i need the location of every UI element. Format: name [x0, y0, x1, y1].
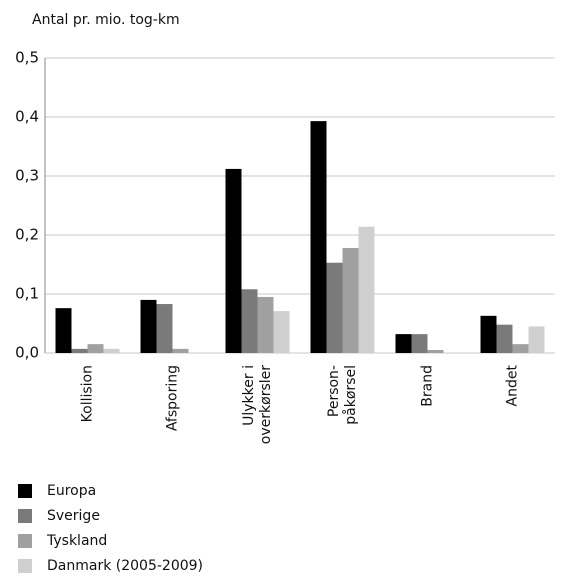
- x-tick-label: Person-: [326, 365, 342, 417]
- x-tick-label: Andet: [505, 365, 521, 407]
- bar: [87, 344, 104, 353]
- bar: [241, 289, 258, 353]
- x-tick-label: Kollision: [80, 365, 96, 422]
- legend-label: Europa: [47, 483, 96, 499]
- y-tick-label: 0,5: [15, 49, 39, 67]
- x-tick-label: påkørsel: [342, 365, 359, 425]
- legend-swatch: [18, 534, 32, 548]
- bar: [156, 304, 173, 353]
- x-tick-label: Afsporing: [165, 365, 181, 431]
- legend-label: Tyskland: [46, 533, 107, 549]
- legend-label: Danmark (2005-2009): [47, 558, 203, 574]
- bar: [71, 348, 88, 353]
- bar: [528, 326, 545, 353]
- legend-label: Sverige: [47, 508, 100, 524]
- legend-swatch: [18, 509, 32, 523]
- bar: [411, 334, 428, 353]
- y-tick-label: 0,0: [15, 344, 39, 362]
- bar: [310, 121, 327, 353]
- bar: [512, 344, 529, 353]
- bar: [496, 324, 513, 353]
- bar: [225, 168, 242, 353]
- bar: [273, 311, 290, 353]
- y-axis-label: Antal pr. mio. tog-km: [32, 12, 180, 28]
- bar: [140, 299, 157, 353]
- y-tick-label: 0,1: [15, 285, 39, 303]
- bar: [172, 348, 189, 353]
- x-tick-label: Ulykker i: [241, 365, 257, 426]
- y-tick-label: 0,3: [15, 167, 39, 185]
- bar: [358, 226, 375, 353]
- bar: [395, 334, 412, 353]
- y-tick-label: 0,4: [15, 108, 39, 126]
- bar: [342, 247, 359, 353]
- y-tick-label: 0,2: [15, 226, 39, 244]
- legend-swatch: [18, 484, 32, 498]
- bar: [480, 315, 497, 353]
- x-tick-label: overkørsler: [258, 365, 274, 444]
- bar: [257, 296, 274, 353]
- bar: [427, 350, 444, 353]
- x-tick-label: Brand: [420, 365, 436, 407]
- legend-swatch: [18, 559, 32, 573]
- bar: [103, 348, 120, 353]
- bar: [326, 262, 343, 353]
- bar: [55, 308, 72, 353]
